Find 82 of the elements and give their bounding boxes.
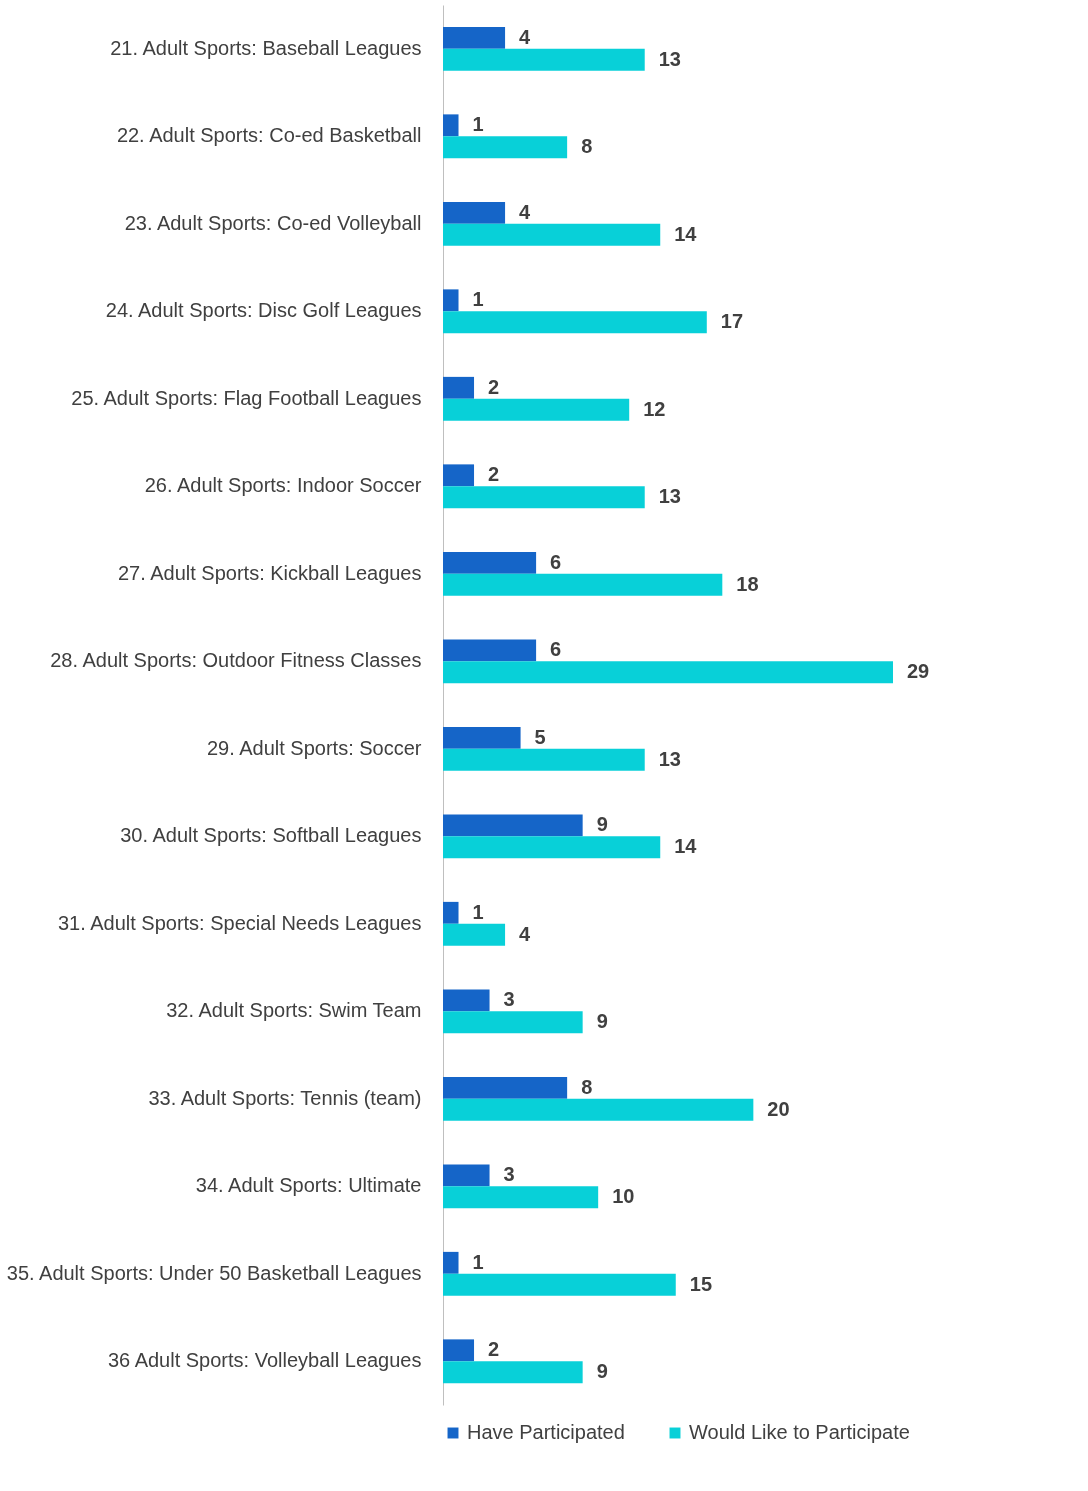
- data-label: 14: [674, 835, 698, 858]
- y-tick-label: 26. Adult Sports: Indoor Soccer: [144, 474, 422, 497]
- bar: [443, 1339, 475, 1362]
- bar: [443, 748, 645, 771]
- data-label: 9: [596, 1360, 608, 1383]
- data-label: 13: [658, 747, 681, 770]
- bar: [443, 1361, 583, 1384]
- bar: [443, 376, 475, 399]
- bar: [443, 398, 630, 421]
- data-label: 1: [472, 113, 484, 136]
- y-tick-label: 24. Adult Sports: Disc Golf Leagues: [105, 299, 422, 322]
- data-label: 9: [596, 1010, 608, 1033]
- data-label: 2: [488, 1338, 500, 1361]
- bar: [443, 661, 893, 684]
- data-label: 2: [488, 463, 500, 486]
- y-tick-label: 29. Adult Sports: Soccer: [206, 736, 422, 759]
- bar: [443, 1011, 583, 1034]
- y-tick-label: 23. Adult Sports: Co-ed Volleyball: [124, 211, 422, 234]
- bar: [443, 814, 583, 837]
- y-tick-label: 30. Adult Sports: Softball Leagues: [120, 824, 422, 847]
- data-label: 17: [720, 310, 744, 333]
- data-label: 2: [488, 375, 500, 398]
- data-label: 13: [658, 47, 681, 70]
- bar: [443, 223, 661, 246]
- legend-label: Would Like to Participate: [689, 1421, 910, 1443]
- data-label: 20: [767, 1097, 790, 1120]
- bar: [443, 989, 490, 1012]
- bar: [443, 923, 506, 946]
- data-label: 6: [550, 638, 562, 661]
- y-tick-label: 28. Adult Sports: Outdoor Fitness Classes: [50, 649, 422, 672]
- data-label: 12: [643, 397, 666, 420]
- y-tick-label: 32. Adult Sports: Swim Team: [166, 999, 422, 1022]
- data-label: 6: [550, 550, 562, 573]
- y-tick-label: 34. Adult Sports: Ultimate: [195, 1174, 422, 1197]
- bar: [443, 1273, 676, 1296]
- bar: [443, 136, 568, 159]
- bar: [443, 26, 506, 49]
- bar: [443, 1076, 568, 1099]
- y-tick-label: 31. Adult Sports: Special Needs Leagues: [57, 911, 422, 934]
- y-tick-label: 25. Adult Sports: Flag Football Leagues: [71, 386, 422, 409]
- bar: [443, 551, 537, 574]
- data-label: 4: [519, 25, 532, 48]
- y-tick-label: 22. Adult Sports: Co-ed Basketball: [116, 124, 422, 147]
- bar: [443, 639, 537, 662]
- bar: [443, 836, 661, 859]
- data-label: 1: [472, 1250, 484, 1273]
- data-label: 18: [736, 572, 759, 595]
- data-label: 4: [519, 200, 532, 223]
- y-tick-label: 35. Adult Sports: Under 50 Basketball Leagues: [6, 1261, 422, 1284]
- y-tick-label: 36 Adult Sports: Volleyball Leagues: [107, 1349, 422, 1372]
- data-label: 3: [503, 1163, 515, 1186]
- y-tick-label: 33. Adult Sports: Tennis (team): [148, 1086, 422, 1109]
- bar: [443, 1098, 754, 1121]
- bar: [443, 486, 645, 509]
- data-label: 9: [596, 813, 608, 836]
- data-label: 8: [581, 1075, 593, 1098]
- data-label: 5: [534, 725, 546, 748]
- bar: [443, 1251, 459, 1274]
- y-tick-label: 21. Adult Sports: Baseball Leagues: [110, 36, 422, 59]
- data-label: 8: [581, 135, 593, 158]
- data-label: 14: [674, 222, 698, 245]
- data-label: 4: [519, 922, 532, 945]
- y-tick-label: 27. Adult Sports: Kickball Leagues: [117, 561, 422, 584]
- bar: [443, 464, 475, 487]
- bar: [443, 201, 506, 224]
- data-label: 3: [503, 988, 515, 1011]
- data-label: 29: [907, 660, 930, 683]
- bar: [443, 289, 459, 312]
- bar: [443, 901, 459, 924]
- data-label: 13: [658, 485, 681, 508]
- bar: [443, 573, 723, 596]
- bar: [443, 311, 707, 334]
- data-label: 1: [472, 288, 484, 311]
- bar: [443, 1186, 599, 1209]
- data-label: 1: [472, 900, 484, 923]
- bar: [443, 48, 645, 71]
- data-label: 15: [689, 1272, 713, 1295]
- legend-label: Have Participated: [467, 1421, 625, 1443]
- bar: [443, 1164, 490, 1187]
- data-label: 10: [612, 1185, 635, 1208]
- bar: [443, 726, 521, 749]
- bar: [443, 114, 459, 137]
